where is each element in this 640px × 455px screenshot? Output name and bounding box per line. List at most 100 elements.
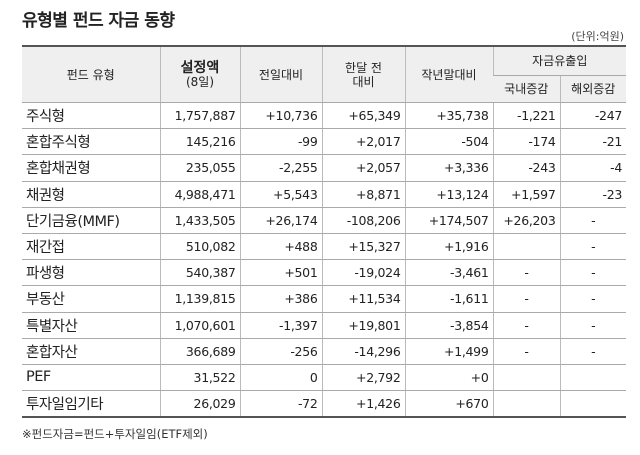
value-cell: +11,534 bbox=[321, 285, 405, 313]
value-cell: -256 bbox=[239, 338, 322, 365]
value-cell: 510,082 bbox=[159, 233, 240, 261]
title: 유형별 펀드 자금 동향 bbox=[22, 11, 175, 31]
value-cell: +1,916 bbox=[404, 233, 493, 261]
fund-type: 단기금융(MMF) bbox=[22, 207, 160, 234]
value-cell: +501 bbox=[239, 259, 322, 287]
fund-type: 혼합주식형 bbox=[22, 128, 160, 156]
table-row: 특별자산 1,070,601 -1,397 +19,801 -3,854- - bbox=[22, 312, 627, 339]
table-head: 펀드 유형 설정액 (8일) 전일대비 한달 전 대비 작년말대비 자금유출입 국내… bbox=[22, 46, 627, 103]
value-cell: +2,792 bbox=[321, 364, 405, 392]
value-cell: +5,543 bbox=[239, 181, 322, 208]
value-cell bbox=[492, 233, 560, 261]
value-cell: -243 bbox=[492, 154, 560, 182]
fund-type: 재간접 bbox=[22, 233, 160, 261]
value-cell: - bbox=[559, 285, 627, 313]
value-cell: -19,024 bbox=[321, 259, 405, 287]
value-cell: -504 bbox=[404, 128, 493, 156]
value-cell: -2,255 bbox=[239, 154, 322, 182]
value-cell: 1,139,815 bbox=[159, 285, 240, 313]
value-cell: +1,597 bbox=[492, 181, 560, 208]
fund-type: 혼합채권형 bbox=[22, 154, 160, 182]
value-cell: +65,349 bbox=[321, 102, 405, 130]
value-cell: 31,522 bbox=[159, 364, 240, 392]
value-cell: - bbox=[559, 312, 627, 339]
table-row: 혼합채권형 235,055 -2,255 +2,057 +3,336 -243 -4 bbox=[22, 154, 627, 182]
value-cell: +2,017 bbox=[321, 128, 405, 156]
table-row: 재간접 510,082 +488 +15,327 +1,916 - bbox=[22, 233, 627, 261]
unit: (단위:억원) bbox=[571, 30, 624, 43]
header-row: 펀드 유형 설정액 (8일) 전일대비 한달 전 대비 작년말대비 자금유출입 bbox=[22, 46, 627, 103]
value-cell: - bbox=[559, 259, 627, 287]
value-cell: -72 bbox=[239, 390, 322, 418]
value-cell: +19,801 bbox=[321, 312, 405, 339]
value-cell: +8,871 bbox=[321, 181, 405, 208]
table-row: 파생형 540,387 +501 -19,024 -3,461- - bbox=[22, 259, 627, 287]
value-cell: +26,174 bbox=[239, 207, 322, 234]
value-cell: - bbox=[492, 259, 560, 287]
header-cell: 작년말대비 bbox=[404, 46, 493, 103]
value-cell: -1,221 bbox=[492, 102, 560, 130]
value-cell: 1,757,887 bbox=[159, 102, 240, 130]
value-cell bbox=[492, 390, 560, 418]
value-cell: 26,029 bbox=[159, 390, 240, 418]
fund-type: 부동산 bbox=[22, 285, 160, 313]
value-cell: -247 bbox=[559, 102, 627, 130]
value-cell: - bbox=[559, 338, 627, 365]
table-row: 부동산 1,139,815 +386 +11,534 -1,611- - bbox=[22, 285, 627, 313]
header-cell: 펀드 유형 bbox=[22, 46, 160, 103]
fund-type: PEF bbox=[22, 364, 160, 392]
value-cell: 145,216 bbox=[159, 128, 240, 156]
value-cell: -99 bbox=[239, 128, 322, 156]
fund-type: 채권형 bbox=[22, 181, 160, 208]
value-cell: - bbox=[492, 338, 560, 365]
fund-table: 펀드 유형 설정액 (8일) 전일대비 한달 전 대비 작년말대비 자금유출입 국내… bbox=[22, 45, 627, 419]
value-cell: -3,854 bbox=[404, 312, 493, 339]
fund-type: 파생형 bbox=[22, 259, 160, 287]
value-cell: +1,499 bbox=[404, 338, 493, 365]
value-cell bbox=[492, 364, 560, 392]
value-cell: -21 bbox=[559, 128, 627, 156]
table-row: 혼합주식형 145,216 -99 +2,017 -504 -174 -21 bbox=[22, 128, 627, 156]
value-cell: -108,206 bbox=[321, 207, 405, 234]
value-cell: +15,327 bbox=[321, 233, 405, 261]
value-cell: - bbox=[492, 312, 560, 339]
header-cell: 해외증감 bbox=[559, 75, 627, 103]
table-row: 단기금융(MMF) 1,433,505 +26,174 -108,206 +174,50… bbox=[22, 207, 627, 234]
value-cell: -14,296 bbox=[321, 338, 405, 365]
value-cell: 540,387 bbox=[159, 259, 240, 287]
value-cell bbox=[559, 364, 627, 392]
fund-type: 주식형 bbox=[22, 102, 160, 130]
value-cell: 1,070,601 bbox=[159, 312, 240, 339]
table-row: 혼합자산 366,689 -256 -14,296 +1,499- - bbox=[22, 338, 627, 365]
value-cell: -23 bbox=[559, 181, 627, 208]
header-cell: 자금유출입 bbox=[492, 46, 627, 76]
fund-type: 혼합자산 bbox=[22, 338, 160, 365]
value-cell: 1,433,505 bbox=[159, 207, 240, 234]
header-text: (8일) bbox=[185, 74, 215, 89]
value-cell: +1,426 bbox=[321, 390, 405, 418]
value-cell: - bbox=[492, 285, 560, 313]
header-cell: 설정액 (8일) bbox=[159, 46, 240, 103]
fund-type: 투자일임기타 bbox=[22, 390, 160, 418]
header-text: 설정액 bbox=[180, 59, 220, 76]
value-cell: -1,397 bbox=[239, 312, 322, 339]
header-cell: 전일대비 bbox=[239, 46, 322, 103]
value-cell: +386 bbox=[239, 285, 322, 313]
value-cell: +35,738 bbox=[404, 102, 493, 130]
value-cell: +174,507 bbox=[404, 207, 493, 234]
table-body: 주식형 1,757,887 +10,736 +65,349 +35,738 -1,221-… bbox=[22, 102, 627, 418]
value-cell bbox=[559, 390, 627, 418]
value-cell: +488 bbox=[239, 233, 322, 261]
value-cell: 235,055 bbox=[159, 154, 240, 182]
fund-type: 특별자산 bbox=[22, 312, 160, 339]
table-row: 투자일임기타 26,029 -72 +1,426 +670 bbox=[22, 390, 627, 418]
value-cell: +2,057 bbox=[321, 154, 405, 182]
header-cell: 국내증감 bbox=[493, 75, 560, 103]
value-cell: -3,461 bbox=[404, 259, 493, 287]
value-cell: +13,124 bbox=[404, 181, 493, 208]
header-cell: 한달 전 대비 bbox=[321, 46, 405, 103]
value-cell: +670 bbox=[404, 390, 493, 418]
value-cell: +10,736 bbox=[239, 102, 322, 130]
value-cell: 366,689 bbox=[159, 338, 240, 365]
